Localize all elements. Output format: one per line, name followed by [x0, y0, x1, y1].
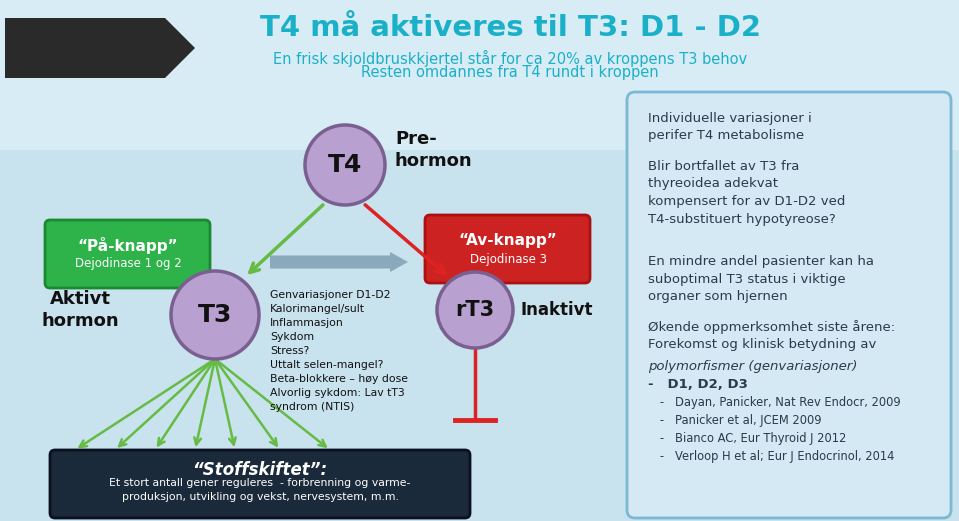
- Text: “På-knapp”: “På-knapp”: [78, 237, 178, 254]
- Text: En frisk skjoldbruskkjertel står for ca 20% av kroppens T3 behov: En frisk skjoldbruskkjertel står for ca …: [273, 49, 747, 67]
- Text: Økende oppmerksomhet siste årene:
Forekomst og klinisk betydning av: Økende oppmerksomhet siste årene: Foreko…: [648, 320, 895, 352]
- Text: T3: T3: [198, 303, 232, 327]
- Text: rT3: rT3: [456, 300, 495, 320]
- Text: Blir bortfallet av T3 fra
thyreoidea adekvat
kompensert for av D1-D2 ved
T4-subs: Blir bortfallet av T3 fra thyreoidea ade…: [648, 160, 846, 226]
- Text: Inaktivt: Inaktivt: [520, 301, 593, 319]
- Text: “Stoffskiftet”:: “Stoffskiftet”:: [193, 461, 328, 479]
- Circle shape: [171, 271, 259, 359]
- Text: Dejodinase 1 og 2: Dejodinase 1 og 2: [75, 257, 181, 270]
- Polygon shape: [5, 18, 195, 78]
- Text: T4 må aktiveres til T3: D1 - D2: T4 må aktiveres til T3: D1 - D2: [260, 14, 760, 42]
- Text: -   Dayan, Panicker, Nat Rev Endocr, 2009
-   Panicker et al, JCEM 2009
-   Bian: - Dayan, Panicker, Nat Rev Endocr, 2009 …: [660, 396, 901, 463]
- Text: Resten omdannes fra T4 rundt i kroppen: Resten omdannes fra T4 rundt i kroppen: [362, 66, 659, 81]
- FancyArrow shape: [270, 252, 408, 272]
- Text: Individuelle variasjoner i
perifer T4 metabolisme: Individuelle variasjoner i perifer T4 me…: [648, 112, 811, 143]
- FancyBboxPatch shape: [627, 92, 951, 518]
- Circle shape: [437, 272, 513, 348]
- Text: polymorfismer (genvariasjoner): polymorfismer (genvariasjoner): [648, 360, 857, 373]
- Text: “Av-knapp”: “Av-knapp”: [458, 232, 557, 247]
- Text: Pre-
hormon: Pre- hormon: [395, 130, 473, 170]
- Bar: [0, 0, 959, 150]
- Text: Genvariasjoner D1-D2
Kalorimangel/sult
Inflammasjon
Sykdom
Stress?
Uttalt selen-: Genvariasjoner D1-D2 Kalorimangel/sult I…: [270, 290, 408, 412]
- Text: Et stort antall gener reguleres  - forbrenning og varme-
produksjon, utvikling o: Et stort antall gener reguleres - forbre…: [109, 478, 410, 502]
- Text: -   D1, D2, D3: - D1, D2, D3: [648, 378, 748, 391]
- FancyBboxPatch shape: [425, 215, 590, 283]
- Circle shape: [305, 125, 385, 205]
- FancyBboxPatch shape: [45, 220, 210, 288]
- FancyBboxPatch shape: [50, 450, 470, 518]
- Text: En mindre andel pasienter kan ha
suboptimal T3 status i viktige
organer som hjer: En mindre andel pasienter kan ha subopti…: [648, 255, 874, 303]
- Text: Dejodinase 3: Dejodinase 3: [470, 254, 547, 267]
- Text: T4: T4: [328, 153, 363, 177]
- Text: Aktivt
hormon: Aktivt hormon: [41, 290, 119, 330]
